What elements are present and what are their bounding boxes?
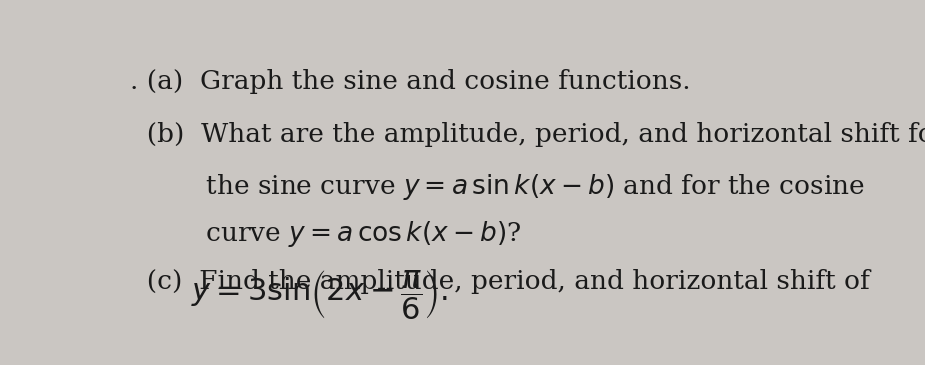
Text: curve $y = a\,\mathrm{cos}\,k(x-b)$?: curve $y = a\,\mathrm{cos}\,k(x-b)$?: [130, 219, 521, 249]
Text: (b)  What are the amplitude, period, and horizontal shift for: (b) What are the amplitude, period, and …: [130, 123, 925, 147]
Text: (c)  Find the amplitude, period, and horizontal shift of: (c) Find the amplitude, period, and hori…: [130, 269, 869, 293]
Text: the sine curve $y = a\,\mathrm{sin}\,k(x-b)$ and for the cosine: the sine curve $y = a\,\mathrm{sin}\,k(x…: [130, 172, 865, 202]
Text: $y = 3 \sin\!\left(2x - \dfrac{\pi}{6}\right).$: $y = 3 \sin\!\left(2x - \dfrac{\pi}{6}\r…: [191, 269, 448, 322]
Text: . (a)  Graph the sine and cosine functions.: . (a) Graph the sine and cosine function…: [130, 69, 691, 94]
